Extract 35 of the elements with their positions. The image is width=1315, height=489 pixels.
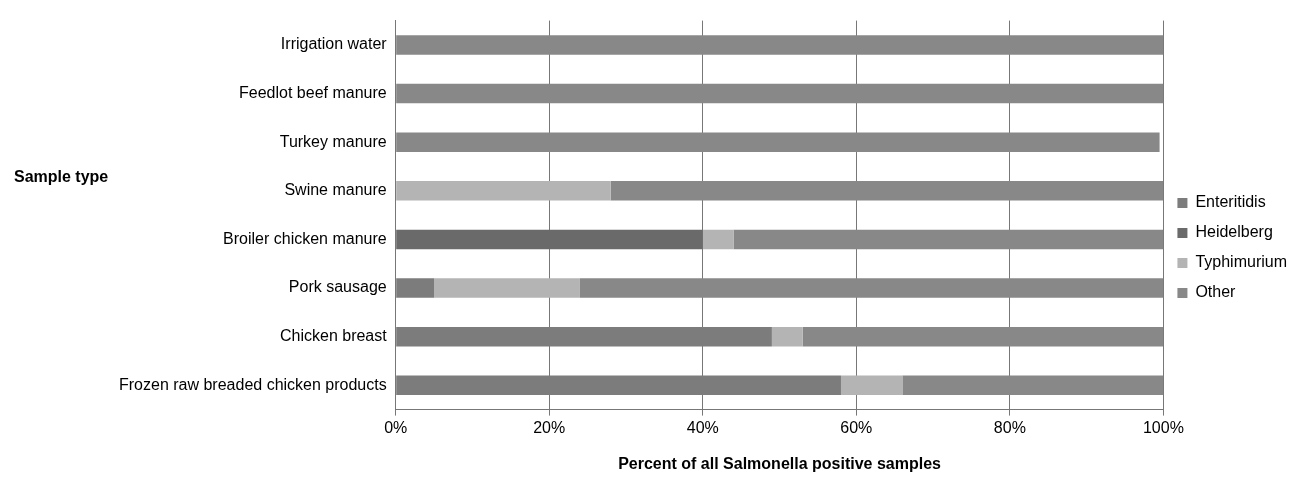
x-axis-title: Percent of all Salmonella positive samples: [618, 454, 942, 472]
bar: [396, 229, 703, 250]
bar: [396, 181, 611, 201]
y-tick-label: Broiler chicken manure: [223, 229, 387, 247]
bar: [802, 326, 1164, 347]
bar: [771, 326, 803, 347]
y-tick-label: Frozen raw breaded chicken products: [118, 375, 387, 393]
legend-label: Other: [1195, 283, 1237, 301]
x-tick-label: 40%: [686, 418, 719, 436]
bar: [396, 35, 1164, 55]
x-tick-label: 20%: [533, 418, 566, 436]
y-tick-label: Feedlot beef manure: [239, 83, 387, 101]
y-tick-label: Swine manure: [284, 181, 387, 199]
bar: [396, 132, 1160, 152]
bar: [733, 229, 1164, 250]
x-tick-label: 60%: [840, 418, 873, 436]
x-tick-label: 80%: [993, 418, 1026, 436]
bar: [840, 375, 903, 396]
legend-label: Enteritidis: [1195, 193, 1266, 211]
legend-label: Heidelberg: [1195, 223, 1273, 241]
x-tick-label: 100%: [1142, 418, 1184, 436]
legend-label: Typhimurium: [1195, 253, 1287, 271]
bar: [702, 229, 734, 250]
y-tick-label: Irrigation water: [280, 35, 388, 53]
bar: [396, 278, 435, 298]
bar: [396, 83, 1164, 104]
y-tick-label: Chicken breast: [279, 327, 388, 345]
y-tick-label: Turkey manure: [279, 132, 387, 150]
bar: [579, 278, 1164, 298]
y-axis-title: Sample type: [14, 168, 109, 186]
bar: [434, 278, 580, 298]
bar: [610, 181, 1164, 201]
bar: [902, 375, 1164, 396]
x-tick-label: 0%: [384, 418, 408, 436]
y-tick-label: Pork sausage: [288, 278, 387, 296]
